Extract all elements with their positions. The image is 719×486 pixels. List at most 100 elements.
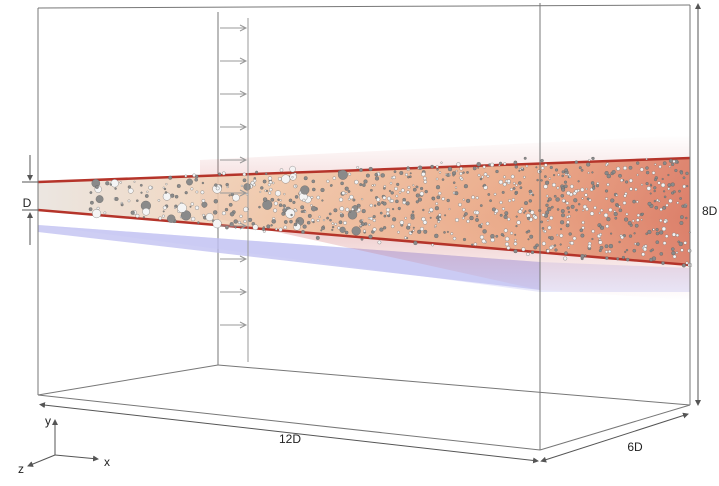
- particle: [515, 193, 517, 195]
- particle: [202, 182, 204, 184]
- particle: [685, 217, 687, 219]
- particle: [278, 199, 280, 201]
- particle: [190, 206, 192, 208]
- particle: [340, 227, 346, 233]
- particle: [437, 196, 440, 199]
- particle: [550, 216, 553, 219]
- particle: [280, 169, 283, 172]
- particle: [394, 187, 397, 190]
- particle: [500, 214, 503, 217]
- particle: [665, 235, 668, 238]
- particle: [317, 219, 320, 222]
- particle: [340, 213, 342, 215]
- particle: [120, 182, 122, 184]
- particle: [362, 219, 364, 221]
- particle: [253, 184, 256, 187]
- particle: [526, 165, 528, 167]
- particle: [636, 219, 639, 222]
- particle: [167, 215, 175, 223]
- particle: [339, 198, 343, 202]
- particle: [511, 175, 514, 178]
- particle: [391, 225, 394, 228]
- particle: [455, 191, 459, 195]
- particle: [517, 221, 521, 225]
- particle: [668, 188, 670, 190]
- particle: [233, 194, 240, 201]
- particle: [551, 206, 553, 208]
- particle: [396, 183, 399, 186]
- particle: [373, 215, 376, 218]
- particle: [568, 176, 570, 178]
- particle: [673, 160, 676, 163]
- particle: [586, 163, 590, 167]
- particle: [143, 216, 145, 218]
- particle: [448, 167, 452, 171]
- particle: [463, 172, 465, 174]
- particle: [271, 224, 273, 226]
- particle: [390, 182, 392, 184]
- particle: [373, 219, 376, 222]
- particle: [191, 217, 195, 221]
- particle: [364, 180, 368, 184]
- particle: [413, 230, 415, 232]
- particle: [141, 192, 143, 194]
- particle: [588, 172, 590, 174]
- x-axis-label: x: [104, 455, 110, 469]
- particle: [510, 188, 513, 191]
- particle: [557, 208, 559, 210]
- particle: [562, 171, 565, 174]
- particle: [529, 190, 532, 193]
- particle: [345, 193, 347, 195]
- particle: [263, 200, 273, 210]
- particle: [471, 244, 473, 246]
- particle: [561, 188, 565, 192]
- particle: [475, 218, 478, 221]
- particle: [633, 249, 636, 252]
- particle: [677, 202, 679, 204]
- particle: [147, 191, 149, 193]
- particle: [455, 218, 458, 221]
- particle: [431, 244, 433, 246]
- particle: [609, 208, 613, 212]
- particle: [641, 219, 643, 221]
- particle: [592, 172, 594, 174]
- particle: [174, 207, 176, 209]
- particle: [334, 209, 338, 213]
- particle: [241, 185, 243, 187]
- particle: [222, 172, 225, 175]
- particle: [392, 217, 396, 221]
- particle: [335, 223, 337, 225]
- particle: [496, 235, 498, 237]
- particle: [476, 211, 480, 215]
- particle: [476, 216, 478, 218]
- particle: [472, 196, 475, 199]
- particle: [496, 170, 499, 173]
- particle: [503, 176, 505, 178]
- particle: [407, 176, 409, 178]
- particle: [478, 174, 480, 176]
- particle: [177, 203, 186, 212]
- particle: [294, 209, 297, 212]
- particle: [363, 230, 366, 233]
- particle: [484, 173, 487, 176]
- particle: [374, 205, 376, 207]
- particle: [534, 216, 538, 220]
- particle: [573, 198, 577, 202]
- particle: [578, 180, 580, 182]
- particle: [243, 179, 246, 182]
- particle: [384, 215, 386, 217]
- particle: [500, 201, 503, 204]
- particle: [323, 226, 325, 228]
- particle: [655, 206, 658, 209]
- particle: [373, 228, 377, 232]
- particle: [653, 186, 656, 189]
- particle: [626, 213, 628, 215]
- particle: [289, 199, 292, 202]
- particle: [439, 172, 441, 174]
- particle: [283, 204, 286, 207]
- particle: [567, 221, 570, 224]
- particle: [342, 191, 345, 194]
- particle: [411, 216, 415, 220]
- particle: [268, 177, 272, 181]
- particle: [326, 217, 328, 219]
